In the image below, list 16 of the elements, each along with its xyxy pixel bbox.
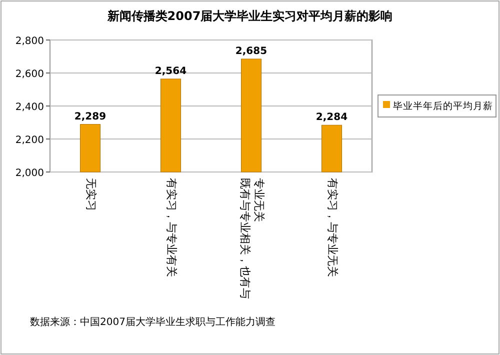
- x-tick-label: 无实习: [84, 178, 98, 211]
- data-label: 2,284: [316, 112, 348, 124]
- y-tick-label: 2,400: [15, 102, 44, 113]
- legend-label: 毕业半年后的平均月薪: [393, 100, 493, 112]
- chart-title: 新闻传播类2007届大学毕业生实习对平均月薪的影响: [106, 9, 393, 23]
- source-note: 数据来源：中国2007届大学毕业生求职与工作能力调查: [30, 316, 276, 328]
- x-tick-label: 既有与专业相关，也有与专业无关: [238, 178, 266, 299]
- y-tick-label: 2,200: [15, 135, 44, 146]
- x-tick-label: 有实习，与专业无关: [326, 178, 339, 277]
- x-tick-label: 有实习，与专业有关: [164, 178, 178, 277]
- y-tick-label: 2,600: [15, 69, 44, 80]
- data-label: 2,685: [235, 46, 268, 57]
- data-label: 2,289: [74, 111, 106, 122]
- y-tick-label: 2,800: [15, 36, 44, 47]
- data-label: 2,564: [154, 66, 187, 77]
- y-tick-label: 2,000: [15, 168, 44, 179]
